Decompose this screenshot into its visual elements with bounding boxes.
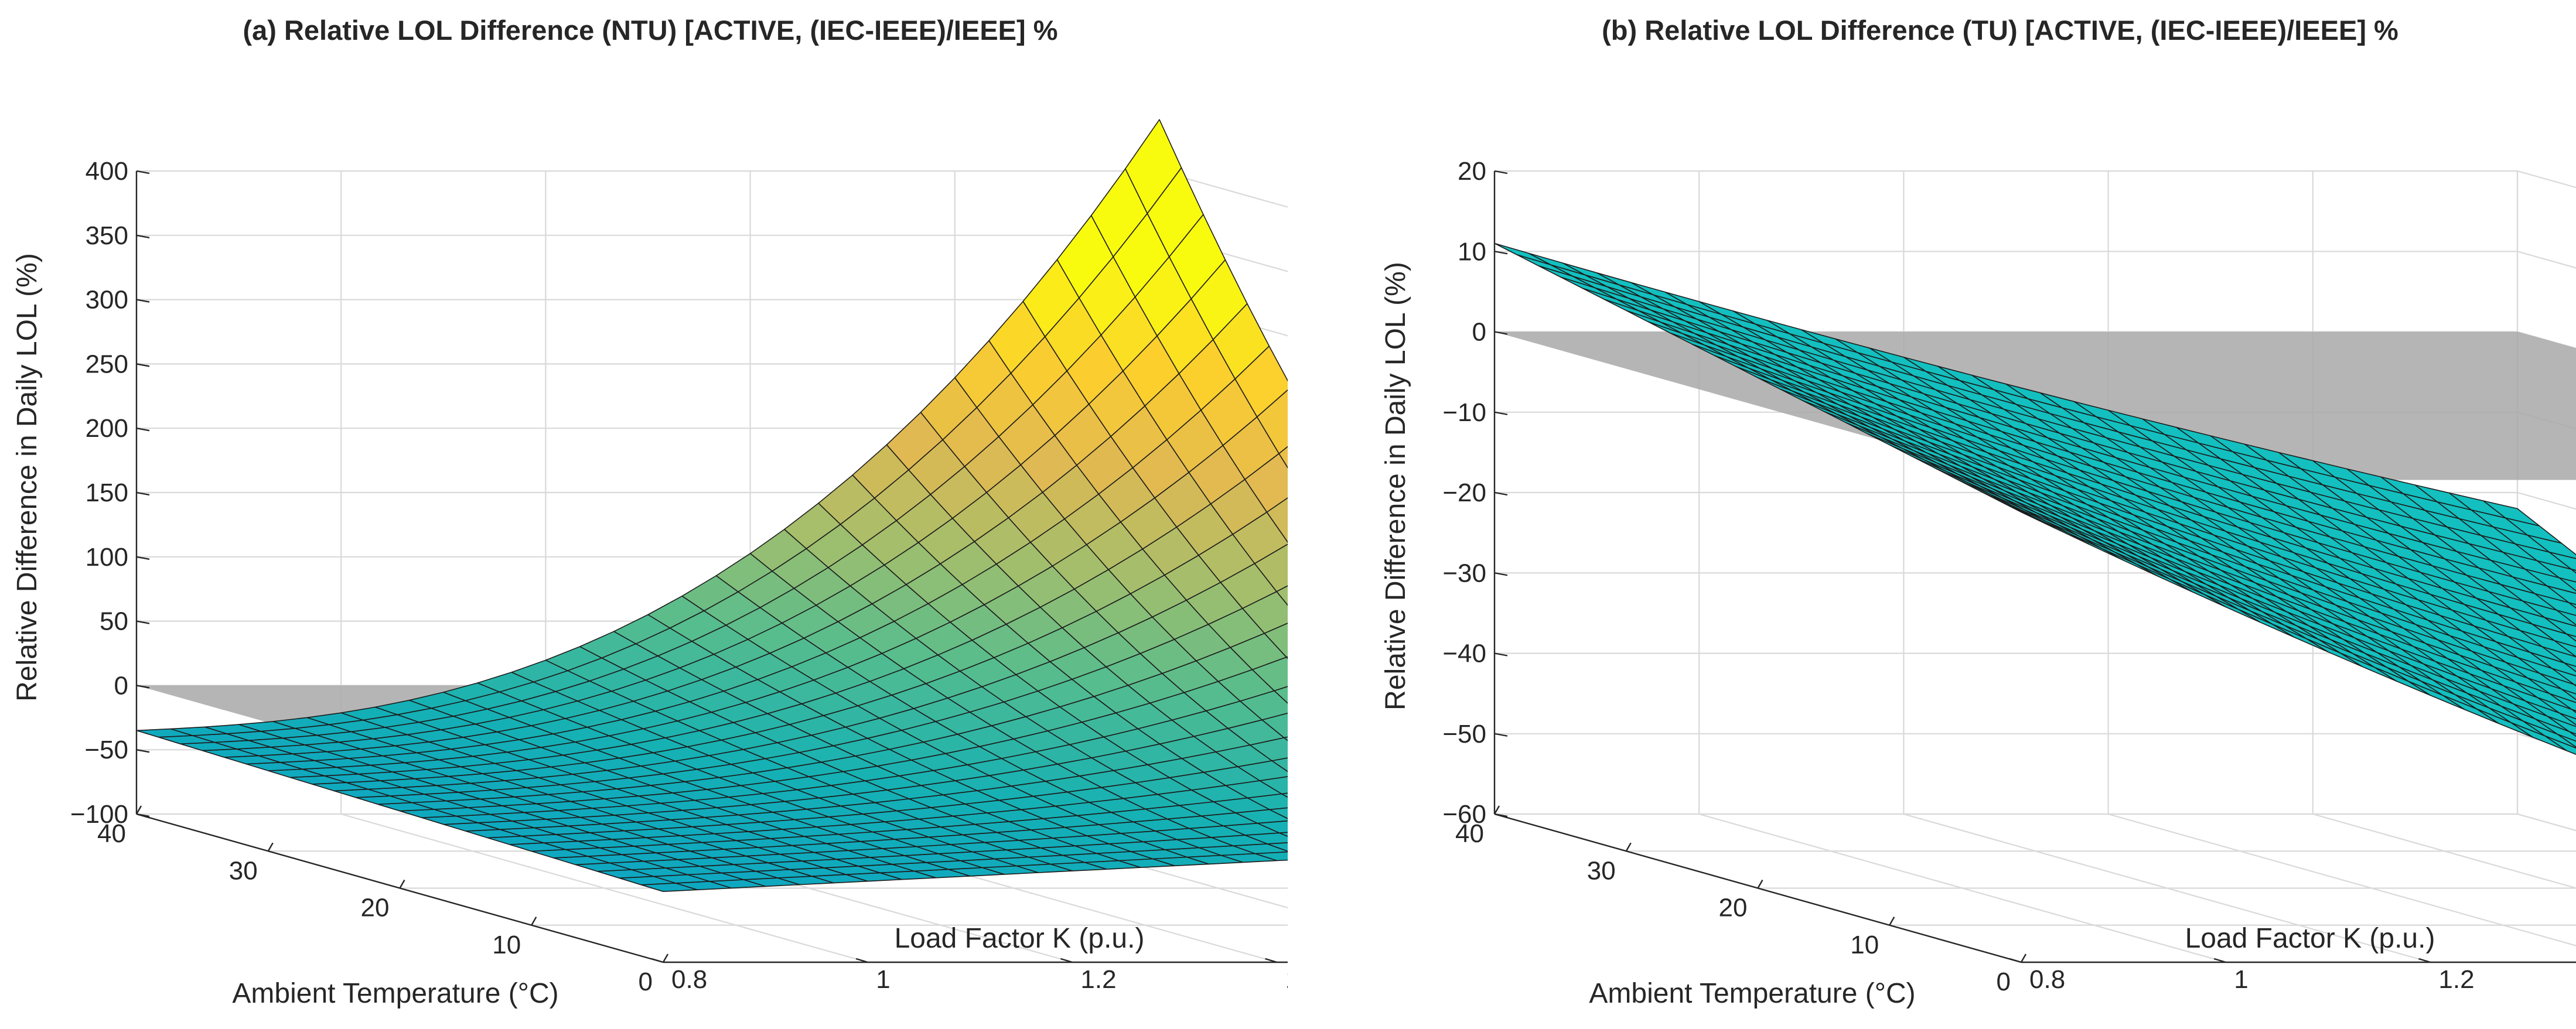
z-tick-label: 10: [1458, 237, 1486, 266]
z-tick-label: 250: [86, 350, 128, 378]
surface-patch: [136, 728, 193, 738]
x-tick-mark: [1060, 958, 1073, 963]
grid-line: [1495, 170, 2576, 189]
y-tick-label: 10: [492, 931, 521, 959]
x-tick-mark: [1265, 958, 1277, 963]
x-tick-mark: [2418, 958, 2431, 963]
y-tick-label: 10: [1850, 931, 1879, 959]
grid-line: [1495, 491, 2576, 510]
z-tick-mark: [136, 363, 150, 367]
z-tick-label: −50: [84, 736, 128, 764]
x-tick-label: 0.8: [671, 965, 707, 994]
z-axis-label: Relative Difference in Daily LOL (%): [12, 253, 43, 702]
chart-panel-a: (a) Relative LOL Difference (NTU) [ACTIV…: [12, 15, 1288, 1009]
z-tick-label: 100: [86, 543, 128, 572]
y-tick-mark: [1757, 879, 1763, 889]
y-tick-label: 20: [361, 894, 390, 922]
x-tick-label: 1.2: [1080, 965, 1116, 994]
chart-panel-b: (b) Relative LOL Difference (TU) [ACTIVE…: [1288, 0, 2576, 1029]
z-tick-label: 0: [114, 671, 128, 700]
surface-chart-b: (b) Relative LOL Difference (TU) [ACTIVE…: [1380, 15, 2576, 1009]
y-tick-mark: [135, 805, 142, 815]
z-tick-label: 20: [1458, 157, 1486, 186]
x-tick-mark: [2213, 958, 2226, 963]
z-tick-mark: [136, 428, 150, 432]
y-tick-label: 40: [1455, 819, 1484, 848]
x-axis-label: Load Factor K (p.u.): [895, 923, 1145, 954]
x-tick-mark: [651, 958, 664, 963]
x-tick-label: 0.8: [2029, 965, 2065, 994]
z-tick-label: −30: [1442, 559, 1486, 587]
y-tick-label: 0: [1997, 968, 2011, 996]
y-tick-label: 30: [1587, 856, 1616, 885]
z-tick-label: 0: [1472, 318, 1486, 347]
z-tick-mark: [1494, 251, 1508, 255]
z-tick-label: −50: [1442, 720, 1486, 748]
y-tick-mark: [399, 879, 405, 889]
y-tick-label: 20: [1719, 894, 1748, 922]
z-tick-label: −60: [1442, 800, 1486, 829]
z-tick-mark: [1494, 572, 1508, 576]
z-tick-label: −10: [1442, 398, 1486, 427]
y-tick-mark: [2020, 953, 2027, 963]
y-tick-mark: [1889, 917, 1895, 926]
grid-line: [1495, 251, 2576, 269]
z-tick-mark: [1494, 491, 1508, 496]
z-tick-label: 50: [100, 607, 128, 636]
x-tick-label: 1.2: [2438, 965, 2474, 994]
x-axis-label: Load Factor K (p.u.): [2185, 923, 2435, 954]
z-tick-mark: [136, 749, 150, 753]
z-tick-label: 200: [86, 414, 128, 443]
z-tick-mark: [1494, 331, 1508, 335]
z-tick-mark: [136, 299, 150, 303]
z-tick-mark: [136, 170, 150, 175]
y-tick-label: 30: [229, 856, 258, 885]
y-tick-mark: [1625, 842, 1632, 852]
z-tick-label: −20: [1442, 478, 1486, 507]
x-tick-mark: [2009, 958, 2022, 963]
z-tick-mark: [1494, 411, 1508, 415]
z-tick-mark: [1494, 813, 1508, 818]
z-tick-label: −100: [70, 800, 128, 829]
x-tick-label: 1.4: [1285, 965, 1288, 994]
chart-title: (a) Relative LOL Difference (NTU) [ACTIV…: [243, 15, 1057, 46]
surface-chart-a: (a) Relative LOL Difference (NTU) [ACTIV…: [12, 15, 1288, 1009]
x-tick-label: 1: [2234, 965, 2248, 994]
y-tick-label: 40: [97, 819, 126, 848]
y-tick-mark: [267, 842, 274, 852]
z-tick-mark: [136, 620, 150, 624]
z-tick-label: 150: [86, 478, 128, 507]
z-tick-mark: [136, 685, 150, 689]
z-tick-label: 400: [86, 157, 128, 186]
y-tick-mark: [662, 953, 669, 963]
grid-line: [1495, 733, 2576, 751]
y-tick-mark: [1493, 805, 1500, 815]
z-tick-label: −40: [1442, 640, 1486, 668]
z-tick-mark: [1494, 733, 1508, 737]
z-axis-label: Relative Difference in Daily LOL (%): [1380, 262, 1411, 710]
z-tick-mark: [136, 556, 150, 560]
surface-patch: [1494, 242, 1551, 265]
z-tick-mark: [136, 491, 150, 496]
y-axis-label: Ambient Temperature (°C): [1589, 978, 1915, 1009]
y-axis-label: Ambient Temperature (°C): [232, 978, 558, 1009]
z-tick-mark: [1494, 170, 1508, 175]
y-tick-label: 0: [639, 968, 653, 996]
grid-line: [2312, 813, 2576, 889]
grid-line: [1495, 813, 2576, 832]
z-tick-mark: [136, 234, 150, 238]
x-tick-label: 1: [876, 965, 890, 994]
x-tick-mark: [855, 958, 868, 963]
chart-title: (b) Relative LOL Difference (TU) [ACTIVE…: [1602, 15, 2398, 46]
z-tick-label: 350: [86, 221, 128, 250]
z-tick-label: 300: [86, 286, 128, 314]
y-tick-mark: [531, 917, 537, 926]
z-tick-mark: [1494, 652, 1508, 657]
z-tick-mark: [136, 813, 150, 818]
